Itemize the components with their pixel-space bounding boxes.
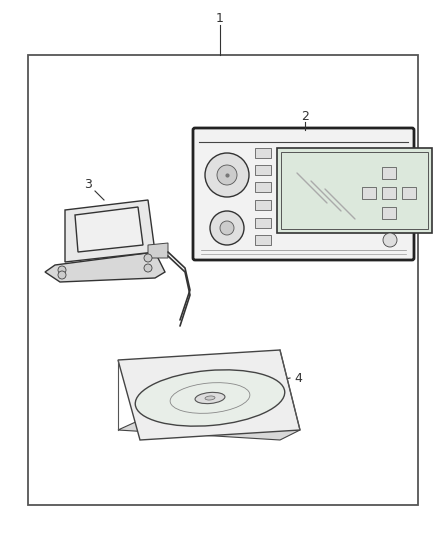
Circle shape — [217, 165, 237, 185]
Ellipse shape — [205, 396, 215, 400]
Polygon shape — [75, 207, 143, 252]
Bar — [255, 200, 271, 210]
Circle shape — [220, 221, 234, 235]
Bar — [255, 182, 271, 192]
Circle shape — [205, 153, 249, 197]
Bar — [255, 148, 271, 158]
Bar — [382, 187, 396, 199]
Polygon shape — [45, 252, 165, 282]
Bar — [382, 207, 396, 219]
Ellipse shape — [195, 392, 225, 403]
Bar — [281, 152, 428, 229]
Bar — [382, 167, 396, 179]
Text: 3: 3 — [84, 179, 92, 191]
Bar — [255, 235, 271, 245]
Bar — [362, 187, 376, 199]
Circle shape — [383, 233, 397, 247]
Polygon shape — [148, 243, 168, 258]
Polygon shape — [65, 200, 155, 262]
Bar — [402, 187, 416, 199]
Text: 4: 4 — [294, 372, 302, 384]
Circle shape — [58, 271, 66, 279]
Bar — [277, 148, 432, 233]
Bar — [255, 218, 271, 228]
Text: 1: 1 — [216, 12, 224, 25]
Polygon shape — [118, 420, 300, 440]
Bar — [28, 55, 418, 505]
Bar — [255, 165, 271, 175]
Polygon shape — [118, 350, 300, 440]
Circle shape — [144, 254, 152, 262]
Circle shape — [144, 264, 152, 272]
FancyBboxPatch shape — [193, 128, 414, 260]
Ellipse shape — [135, 370, 285, 426]
Circle shape — [210, 211, 244, 245]
Text: 2: 2 — [301, 109, 309, 123]
Circle shape — [58, 266, 66, 274]
